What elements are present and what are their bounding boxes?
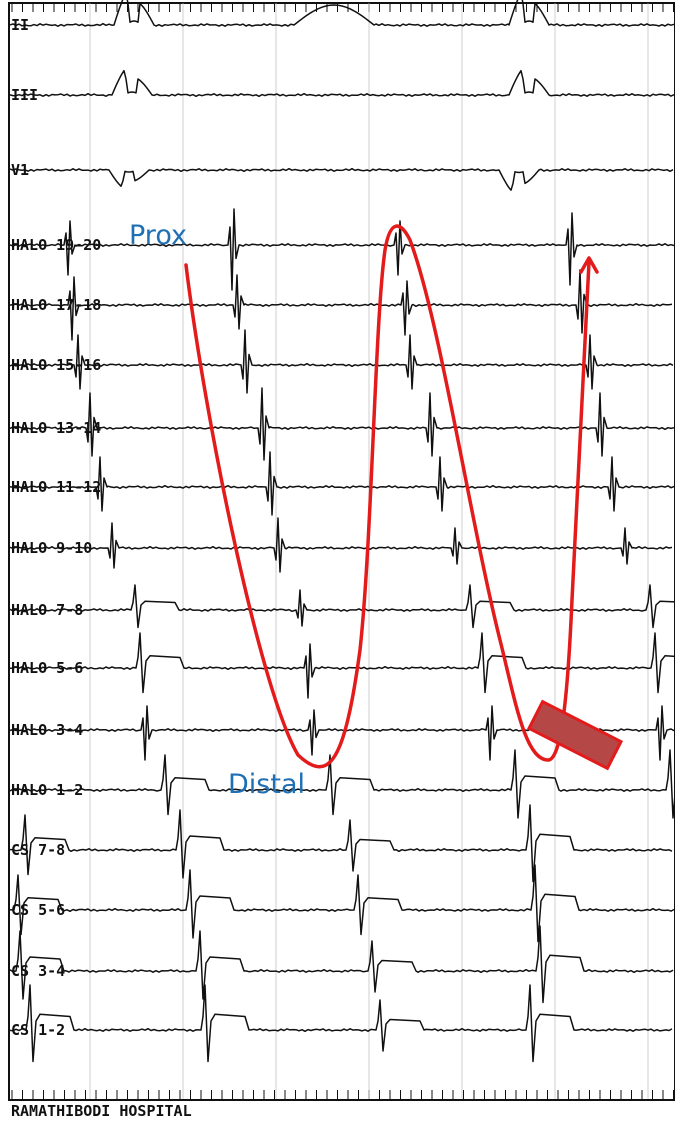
lead-label-halo3-4: HALO 3-4: [11, 721, 83, 739]
lead-label-halo9-10: HALO 9-10: [11, 539, 92, 557]
lead-label-cs3-4: CS 3-4: [11, 962, 65, 980]
trace-halo11-12: [9, 451, 675, 516]
trace-v1: [9, 167, 674, 191]
distal-annotation: Distal: [228, 769, 305, 800]
trace-halo7-8: [9, 584, 675, 629]
trace-cs5-6: [9, 864, 675, 943]
lead-label-halo17-18: HALO 17-18: [11, 296, 101, 314]
lead-label-halo13-14: HALO 13-14: [11, 419, 101, 437]
lead-label-halo19-20: HALO 19-20: [11, 236, 101, 254]
lead-label-v1: V1: [11, 161, 29, 179]
trace-cs7-8: [10, 804, 673, 883]
lead-label-ii: II: [11, 16, 29, 34]
trace-iii: [9, 69, 675, 98]
lead-label-halo7-8: HALO 7-8: [11, 601, 83, 619]
lead-label-iii: III: [11, 86, 38, 104]
footer-hospital-name: RAMATHIBODI HOSPITAL: [11, 1102, 192, 1120]
prox-annotation: Prox: [129, 220, 187, 251]
trace-halo5-6: [9, 632, 675, 699]
trace-halo15-16: [9, 329, 674, 394]
lead-label-halo5-6: HALO 5-6: [11, 659, 83, 677]
lead-label-cs1-2: CS 1-2: [11, 1021, 65, 1039]
trace-halo17-18: [9, 269, 673, 341]
conduction-block: [526, 699, 624, 771]
lead-label-halo1-2: HALO 1-2: [11, 781, 83, 799]
trace-halo1-2: [9, 749, 675, 819]
lead-label-cs5-6: CS 5-6: [11, 901, 65, 919]
activation-arrowhead: [579, 256, 599, 274]
trace-cs1-2: [9, 984, 673, 1063]
trace-halo19-20: [9, 208, 675, 291]
activation-path: [184, 224, 591, 769]
trace-halo9-10: [9, 517, 673, 573]
lead-label-halo15-16: HALO 15-16: [11, 356, 101, 374]
trace-cs3-4: [9, 925, 674, 1004]
lead-label-cs7-8: CS 7-8: [11, 841, 65, 859]
trace-ii: [9, 0, 675, 27]
trace-halo13-14: [9, 387, 675, 461]
lead-label-halo11-12: HALO 11-12: [11, 478, 101, 496]
